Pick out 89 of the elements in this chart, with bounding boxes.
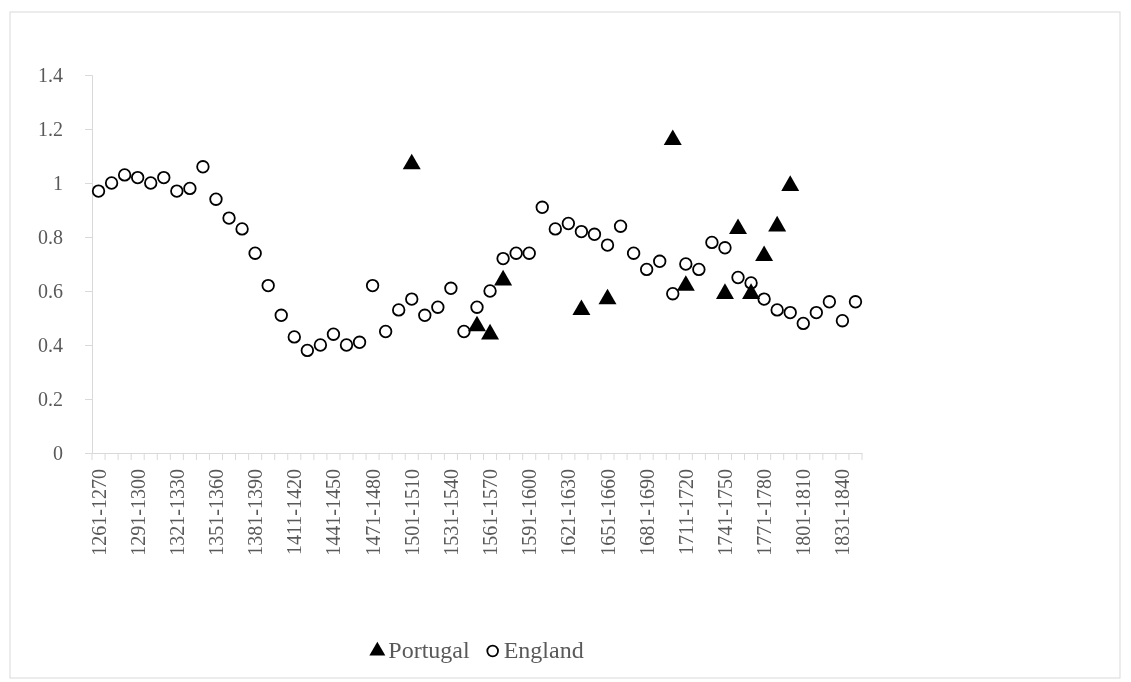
point — [339, 338, 354, 352]
point — [548, 222, 562, 236]
point — [522, 246, 536, 260]
point — [378, 324, 393, 339]
point — [352, 335, 367, 349]
x-tick-label: 1711-1720 — [674, 469, 697, 555]
point — [117, 168, 132, 182]
point — [822, 295, 837, 309]
point — [196, 160, 210, 174]
point — [770, 303, 784, 317]
y-tick-label: 0.4 — [38, 333, 63, 356]
point — [848, 295, 863, 309]
x-tick-label: 1651-1660 — [596, 469, 619, 556]
x-tick-label: 1261-1270 — [87, 469, 110, 556]
point — [653, 254, 667, 268]
point — [613, 219, 628, 233]
point — [183, 181, 197, 196]
point — [757, 292, 771, 306]
point — [300, 343, 315, 358]
y-tick-label: 1.2 — [38, 117, 63, 140]
point — [809, 305, 823, 320]
point — [483, 284, 497, 298]
point — [104, 176, 119, 190]
point — [744, 276, 758, 290]
point — [796, 316, 810, 331]
x-tick-label: 1411-1420 — [283, 469, 306, 555]
x-tick-label: 1501-1510 — [400, 469, 423, 556]
point — [91, 184, 106, 198]
point — [679, 257, 693, 271]
point — [287, 330, 301, 344]
x-tick-label: 1471-1480 — [361, 469, 384, 556]
point — [457, 324, 471, 339]
point — [835, 314, 850, 328]
point — [535, 200, 549, 214]
y-tick-label: 0.2 — [38, 387, 63, 410]
point — [600, 238, 615, 252]
point — [509, 246, 523, 260]
point — [405, 292, 419, 306]
point — [131, 170, 145, 185]
point — [470, 300, 484, 314]
y-tick-label: 1.4 — [38, 63, 63, 86]
x-tick-label: 1801-1810 — [792, 469, 815, 556]
point — [574, 224, 589, 239]
point — [692, 262, 706, 277]
point — [639, 262, 654, 277]
point — [248, 246, 262, 260]
point — [731, 270, 745, 285]
y-tick-label: 0.6 — [38, 279, 63, 302]
point — [274, 308, 288, 322]
point — [431, 300, 445, 314]
point — [235, 222, 249, 236]
point — [313, 338, 328, 352]
x-tick-label: 1291-1300 — [126, 469, 149, 556]
point — [496, 251, 510, 266]
x-tick-label: 1561-1570 — [479, 469, 502, 556]
x-tick-label: 1531-1540 — [439, 469, 462, 556]
point — [326, 327, 341, 341]
x-tick-label: 1771-1780 — [753, 469, 776, 556]
point — [561, 216, 576, 231]
point — [705, 235, 719, 250]
x-tick-label: 1621-1630 — [557, 469, 580, 556]
x-tick-label: 1681-1690 — [635, 469, 658, 556]
point — [170, 184, 184, 198]
point — [444, 281, 458, 295]
point — [222, 211, 236, 225]
x-tick-label: 1321-1330 — [165, 469, 188, 556]
x-tick-label: 1351-1360 — [204, 469, 227, 556]
x-tick-label: 1591-1600 — [518, 469, 541, 556]
y-tick-label: 0.8 — [38, 225, 63, 248]
point — [392, 303, 406, 317]
point — [587, 227, 602, 241]
x-tick-label: 1441-1450 — [322, 469, 345, 556]
y-tick-label: 1 — [53, 171, 63, 194]
legend-label: Portugal — [388, 637, 470, 663]
x-tick-label: 1381-1390 — [244, 469, 267, 556]
point — [209, 192, 223, 206]
point — [418, 308, 432, 322]
point — [666, 287, 680, 301]
point — [718, 241, 732, 255]
point — [157, 170, 171, 185]
y-tick-label: 0 — [53, 441, 63, 464]
x-tick-label: 1831-1840 — [831, 469, 854, 556]
point — [261, 278, 275, 293]
point — [144, 176, 158, 190]
x-tick-label: 1741-1750 — [713, 469, 736, 556]
point — [783, 305, 797, 320]
point — [365, 278, 380, 293]
legend-label: England — [503, 637, 584, 663]
point — [626, 246, 641, 260]
